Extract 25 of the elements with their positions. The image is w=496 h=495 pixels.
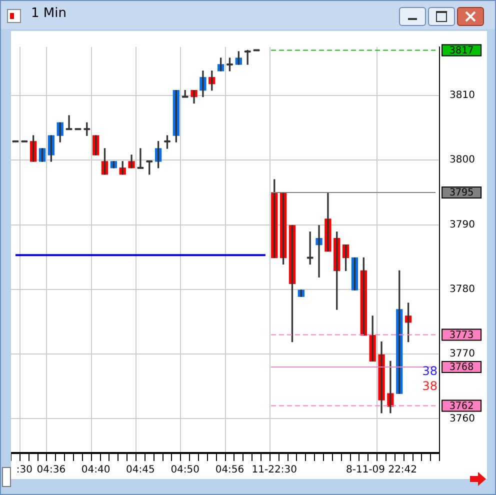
y-tick-label: 3810 xyxy=(450,90,476,102)
x-tick-label: 04:56 xyxy=(215,464,244,476)
y-tick-label: 3780 xyxy=(450,284,476,296)
y-tick-label: 3790 xyxy=(450,219,476,230)
x-tick-label: 04:40 xyxy=(81,464,110,476)
annotation: 38 xyxy=(422,364,438,378)
x-tick-label: 04:45 xyxy=(126,464,155,476)
x-tick-label: 04:50 xyxy=(170,464,200,476)
x-tick-label: 8-11-09 22:42 xyxy=(346,464,418,476)
x-tick-label: :30 xyxy=(16,464,32,476)
y-tick-label: 3800 xyxy=(450,154,476,166)
candlestick xyxy=(92,135,100,156)
annotation: 38 xyxy=(422,378,438,393)
y-tick-label: 3770 xyxy=(450,348,476,360)
ref-line-label: 3773 xyxy=(450,330,474,341)
candlestick xyxy=(351,257,358,290)
x-tick-label: 04:36 xyxy=(36,464,66,476)
ref-line-label: 3817 xyxy=(450,45,474,56)
y-tick-label: 3760 xyxy=(450,413,476,424)
chart-title: 1 Min xyxy=(31,6,66,21)
ref-line-label: 3795 xyxy=(450,188,474,199)
ref-line-label: 3762 xyxy=(450,400,474,412)
x-tick-label: 11-22:30 xyxy=(252,464,297,476)
ref-line-label: 3768 xyxy=(450,362,474,374)
candlestick xyxy=(38,148,46,162)
